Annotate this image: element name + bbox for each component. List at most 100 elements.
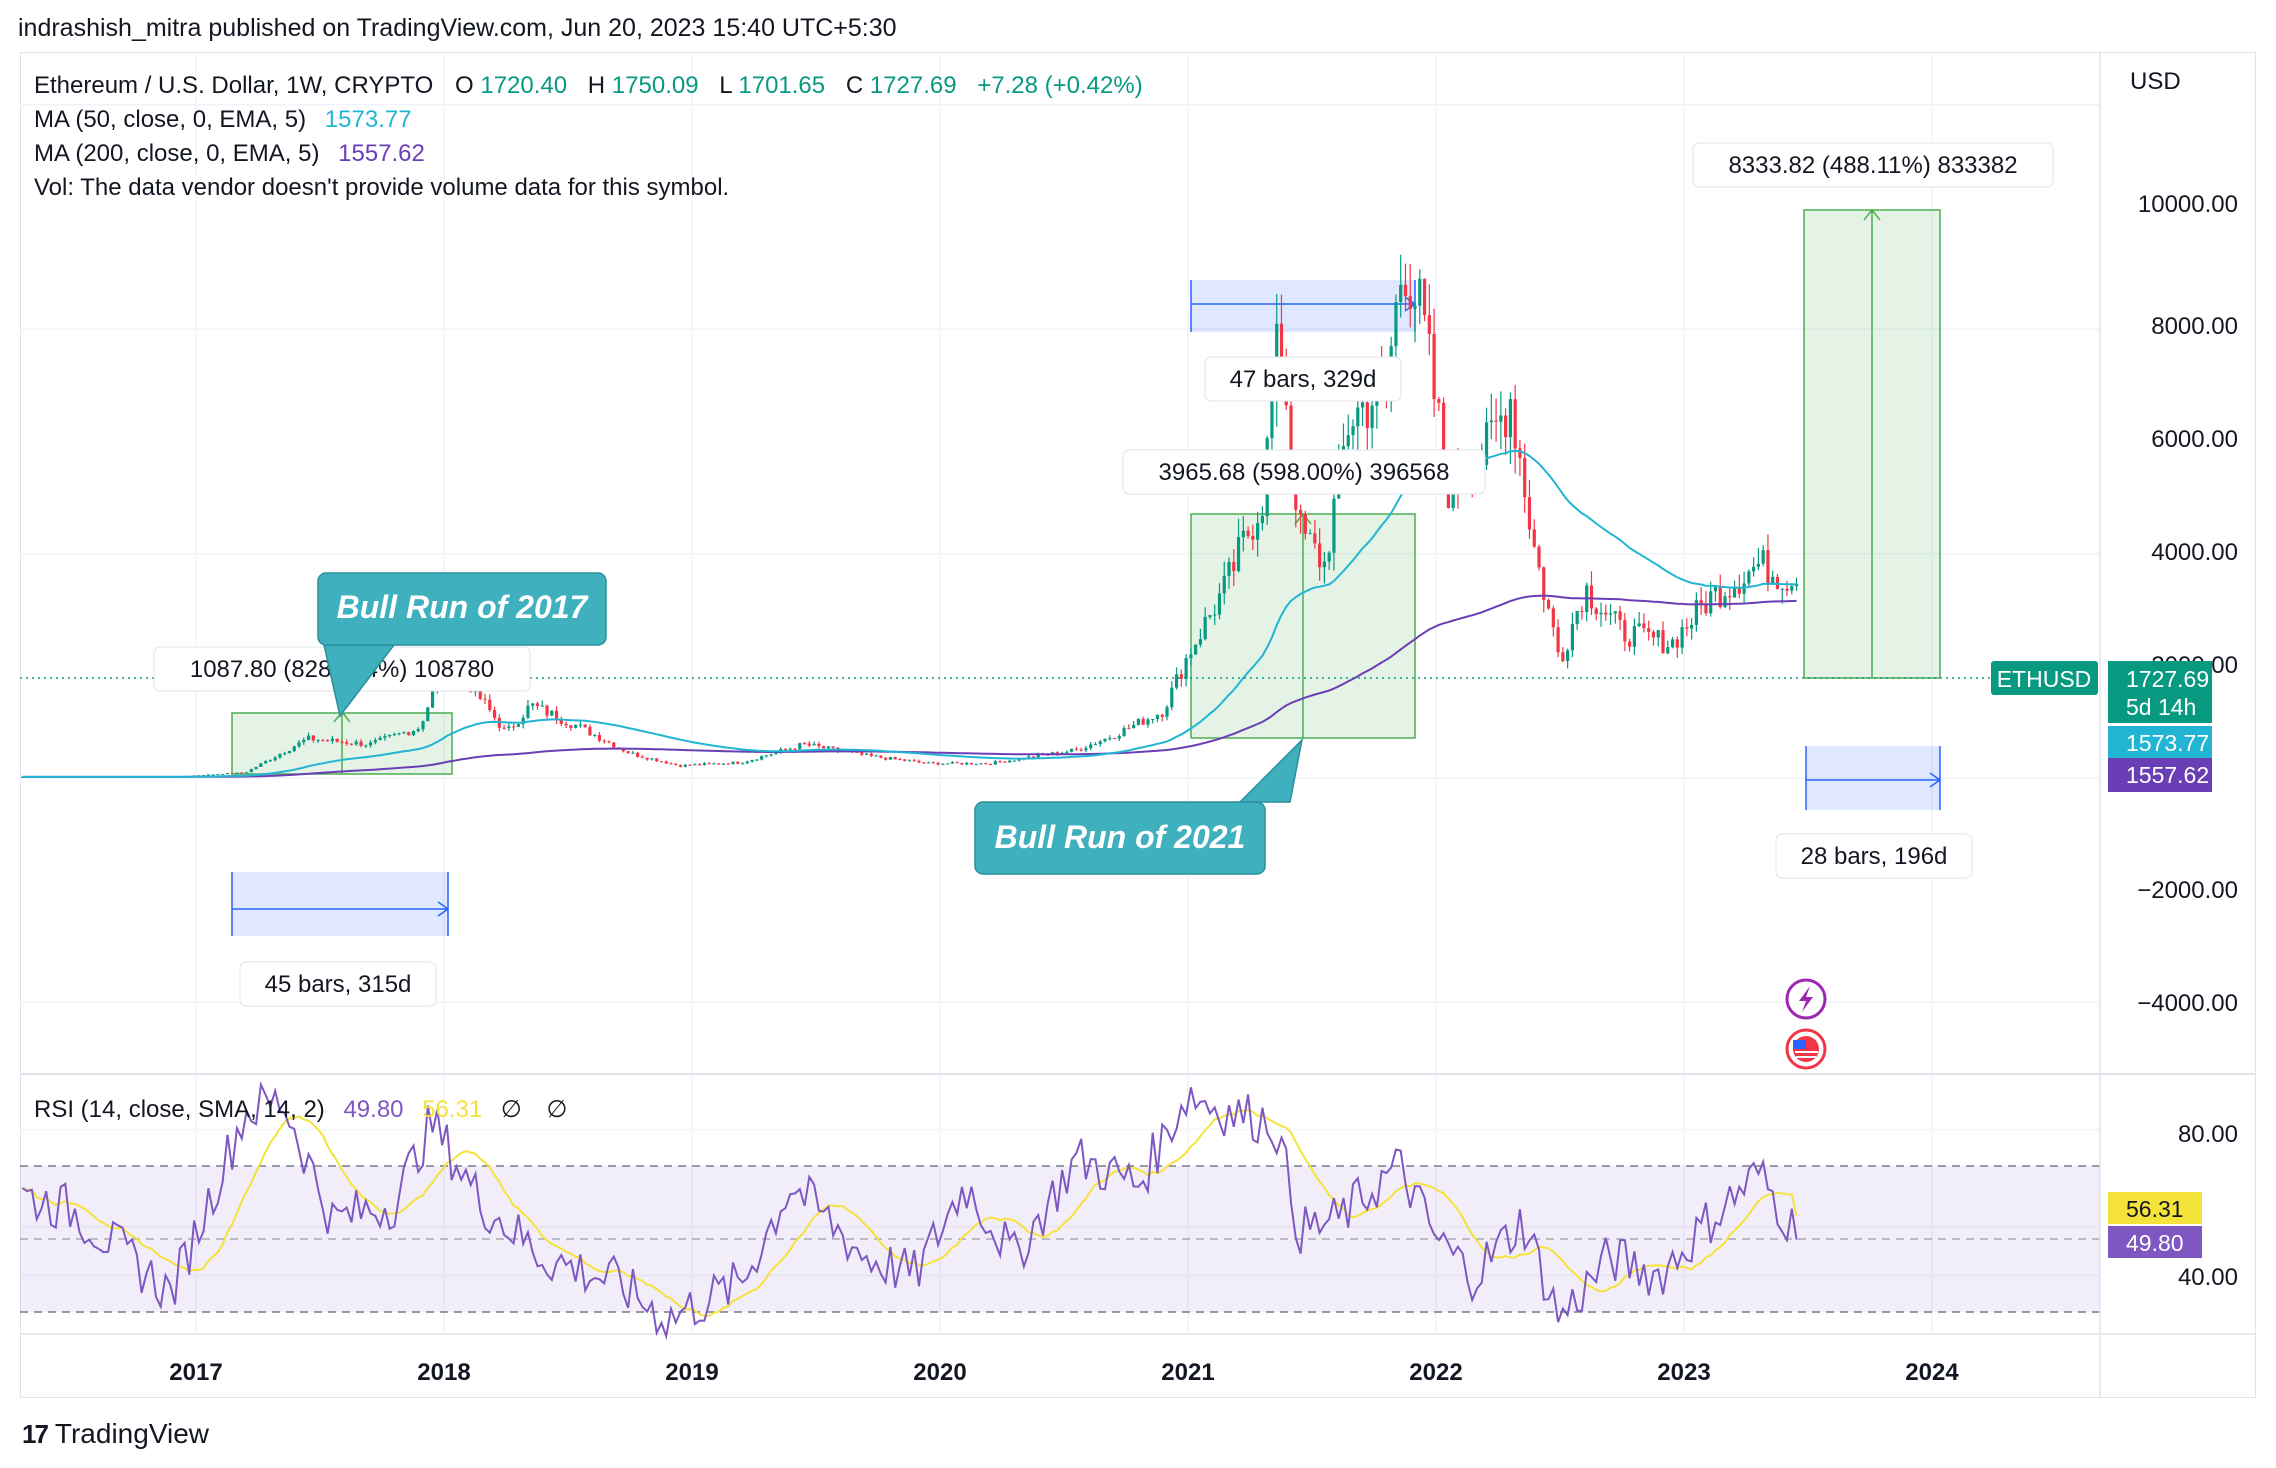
range-2017-label-bg	[239, 961, 437, 1007]
candle-body	[1365, 402, 1369, 428]
rsi-sma-line	[22, 1109, 1798, 1317]
legend-ma50-row[interactable]: MA (50, close, 0, EMA, 5) 1573.77	[34, 106, 412, 133]
candle-body	[1270, 399, 1274, 439]
measure-2023-label-box[interactable]: 8333.82 (488.11%) 833382	[1692, 142, 2054, 188]
measure-2021[interactable]	[1190, 512, 1416, 739]
candle-body	[1194, 644, 1198, 655]
price-axis[interactable]: USD 10000.00 8000.00 6000.00 4000.00 200…	[2130, 68, 2238, 1017]
economic-events-icon[interactable]	[1785, 1028, 1827, 1070]
candle-body	[1494, 420, 1498, 422]
candle-body	[1346, 435, 1350, 447]
candle-body	[1012, 760, 1016, 762]
candle-body	[645, 757, 649, 760]
candle-body	[354, 741, 358, 745]
rsi-tick: 40.00	[2178, 1264, 2238, 1291]
candle-body	[1198, 639, 1202, 645]
candle-body	[1079, 749, 1083, 751]
candle-body	[1780, 588, 1784, 590]
candle-body	[588, 727, 592, 736]
range-2017-label-box[interactable]: 45 bars, 315d	[239, 961, 437, 1007]
candle-body	[1155, 714, 1160, 719]
candle-body	[569, 725, 573, 728]
callout-2017[interactable]: Bull Run of 2017	[317, 572, 607, 718]
candle-body	[1504, 415, 1508, 438]
candle-body	[893, 757, 897, 760]
time-axis[interactable]: 2017 2018 2019 2020 2021 2022 2023 2024	[169, 1359, 1959, 1386]
rsi-tag-bg	[2108, 1226, 2202, 1258]
last-price-tag-bg	[2108, 661, 2212, 723]
candle-body	[1642, 623, 1646, 629]
candle-body	[597, 735, 602, 741]
candle-body	[1108, 738, 1112, 740]
candle-body	[326, 740, 330, 742]
candle-body	[1527, 497, 1532, 530]
candle-body	[521, 717, 525, 725]
candle-body	[564, 723, 568, 726]
time-tick: 2024	[1905, 1359, 1959, 1386]
candle-body	[998, 761, 1002, 763]
candle-body	[421, 721, 425, 730]
candle-body	[721, 763, 726, 765]
us-flag-canton	[1793, 1040, 1806, 1049]
candle-body	[636, 752, 640, 757]
range-2017[interactable]	[231, 872, 450, 936]
range-2023-label-box[interactable]: 28 bars, 196d	[1775, 833, 1973, 879]
range-2021-label-box[interactable]: 47 bars, 329d	[1204, 356, 1402, 402]
candle-body	[1618, 611, 1622, 620]
rsi-tick: 80.00	[2178, 1121, 2238, 1148]
range-2023-label-bg	[1775, 833, 1973, 879]
callout-2021-bg	[974, 801, 1266, 875]
candle-body	[1432, 333, 1436, 400]
candle-body	[755, 759, 759, 761]
candle-body	[240, 772, 244, 774]
measure-2021-label-box[interactable]: 3965.68 (598.00%) 396568	[1122, 449, 1486, 495]
legend-ma200-row[interactable]: MA (200, close, 0, EMA, 5) 1557.62	[34, 140, 425, 167]
candle-body	[1542, 567, 1546, 601]
candle-body	[669, 763, 673, 765]
candle-body	[1690, 624, 1694, 629]
candle-body	[516, 724, 520, 727]
candle-body	[1523, 457, 1527, 498]
candle-body	[1103, 738, 1107, 742]
candle-body	[1327, 552, 1331, 562]
ma50-tag[interactable]: 1573.77	[2108, 726, 2212, 760]
range-2021[interactable]	[1190, 280, 1417, 332]
measure-2021-label: 3965.68 (598.00%) 396568	[1159, 459, 1450, 486]
ma50-tag-bg	[2108, 726, 2212, 760]
candle-body	[1546, 600, 1551, 609]
candle-body	[802, 743, 807, 745]
measure-2023-label: 8333.82 (488.11%) 833382	[1728, 152, 2017, 179]
symbol-tag[interactable]: ETHUSD	[1991, 661, 2098, 695]
rsi-axis[interactable]: 80.00 40.00 56.31 49.80	[2108, 1121, 2238, 1291]
candle-body	[378, 737, 382, 741]
candle-body	[826, 746, 830, 749]
legend-high-value: 1750.09	[612, 72, 699, 99]
candle-body	[235, 772, 239, 774]
candle-body	[869, 753, 873, 756]
tradingview-logo[interactable]: 17 TradingView	[22, 1418, 209, 1450]
last-price-tag[interactable]: 1727.69 5d 14h	[2108, 661, 2212, 723]
candle-body	[1747, 571, 1751, 584]
rsi-legend[interactable]: RSI (14, close, SMA, 14, 2) 49.80 56.31 …	[34, 1096, 567, 1123]
candle-body	[926, 762, 931, 764]
candle-body	[1613, 611, 1617, 614]
rsi-line	[21, 1080, 1798, 1341]
ma200-tag[interactable]: 1557.62	[2108, 758, 2212, 792]
candle-body	[936, 762, 940, 765]
candle-body	[1513, 399, 1517, 449]
candle-body	[612, 742, 616, 748]
candle-body	[955, 762, 959, 764]
events-icon[interactable]	[1785, 978, 1827, 1020]
legend-low-key: L	[719, 72, 732, 99]
candle-body	[1594, 608, 1598, 615]
candle-body	[512, 726, 516, 728]
measure-2023[interactable]	[1803, 208, 1941, 679]
callout-2021[interactable]: Bull Run of 2021	[974, 737, 1304, 875]
candle-body	[1151, 718, 1155, 720]
measure-2023-arrowhead	[1863, 208, 1881, 221]
range-2023[interactable]	[1805, 746, 1942, 810]
publisher-line: indrashish_mitra published on TradingVie…	[18, 14, 897, 42]
candle-body	[1670, 639, 1675, 648]
candle-body	[1303, 513, 1307, 534]
